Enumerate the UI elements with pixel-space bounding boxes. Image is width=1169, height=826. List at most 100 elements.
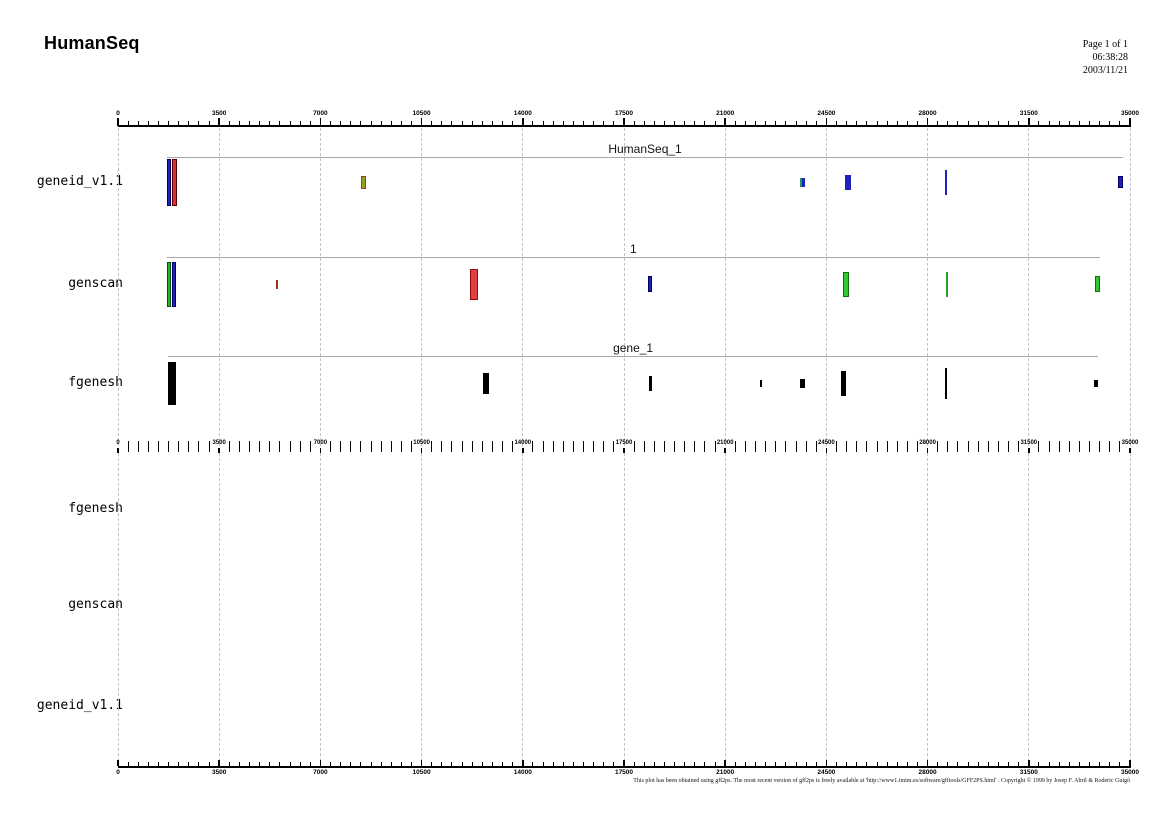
axis-tick-label: 21000 [716,769,735,776]
ruler-tick-label: 35000 [1121,440,1139,446]
ruler-minor-tick [259,441,261,452]
axis-minor-tick [856,121,858,125]
ruler-minor-tick [886,441,888,452]
ruler-minor-tick [1089,441,1091,452]
axis-minor-tick [552,762,554,766]
axis-minor-tick [572,121,574,125]
axis-minor-tick [279,121,281,125]
axis-minor-tick [1089,121,1091,125]
axis-minor-tick [471,121,473,125]
axis-tick-label: 17500 [614,769,634,776]
axis-minor-tick [795,762,797,766]
axis-minor-tick [390,762,392,766]
axis-minor-tick [633,762,635,766]
ruler-tick-label: 17500 [615,440,633,446]
axis-minor-tick [542,121,544,125]
feature-bar [647,276,652,292]
group-label: 1 [629,242,637,256]
axis-minor-tick [208,121,210,125]
axis-minor-tick [127,762,129,766]
ruler-major-tick [1028,448,1030,453]
axis-tick-label: 31500 [1019,769,1038,776]
axis-minor-tick [188,762,190,766]
axis-minor-tick [380,121,382,125]
axis-minor-tick [1089,762,1091,766]
axis-minor-tick [208,762,210,766]
axis-minor-tick [370,762,372,766]
axis-minor-tick [886,762,888,766]
axis-minor-tick [552,121,554,125]
axis-minor-tick [157,762,159,766]
top-axis-line [118,125,1131,127]
axis-minor-tick [309,121,311,125]
axis-minor-tick [1068,762,1070,766]
feature-bar [470,268,478,300]
axis-minor-tick [957,762,959,766]
axis-minor-tick [532,762,534,766]
axis-tick-label: 7000 [313,110,328,117]
grid-line [1028,128,1030,766]
axis-major-tick [117,118,119,126]
ruler-minor-tick [491,441,493,452]
axis-minor-tick [188,121,190,125]
axis-minor-tick [1119,762,1121,766]
ruler-minor-tick [340,441,342,452]
ruler-minor-tick [572,441,574,452]
axis-minor-tick [977,121,979,125]
ruler-minor-tick [289,441,291,452]
ruler-minor-tick [1058,441,1060,452]
axis-minor-tick [330,121,332,125]
axis-minor-tick [1119,121,1121,125]
axis-tick-label: 21000 [716,110,735,117]
ruler-minor-tick [603,441,605,452]
ruler-minor-tick [896,441,898,452]
axis-minor-tick [916,762,918,766]
axis-minor-tick [1048,762,1050,766]
axis-minor-tick [481,762,483,766]
axis-major-tick [420,760,423,766]
axis-tick-label: 28000 [918,110,937,117]
axis-minor-tick [684,762,686,766]
axis-minor-tick [846,762,848,766]
axis-minor-tick [238,121,240,125]
ruler-minor-tick [1119,441,1121,452]
ruler-minor-tick [330,441,332,452]
ruler-minor-tick [1099,441,1101,452]
axis-minor-tick [198,121,200,125]
axis-tick-label: 31500 [1019,110,1038,117]
axis-major-tick [1129,760,1131,766]
axis-minor-tick [431,121,433,125]
axis-minor-tick [238,762,240,766]
axis-minor-tick [330,762,332,766]
axis-minor-tick [694,121,696,125]
group-line [167,257,1100,258]
axis-major-tick [926,760,929,766]
axis-minor-tick [643,121,645,125]
ruler-minor-tick [178,441,180,452]
axis-minor-tick [481,121,483,125]
axis-minor-tick [734,121,736,125]
timestamp-date: 2003/11/21 [1082,65,1128,76]
axis-minor-tick [471,762,473,766]
feature-bar [167,158,172,206]
ruler-minor-tick [987,441,989,452]
axis-minor-tick [977,762,979,766]
ruler-tick-label: 14000 [514,440,532,446]
axis-minor-tick [846,121,848,125]
axis-minor-tick [987,121,989,125]
axis-minor-tick [390,121,392,125]
axis-minor-tick [896,121,898,125]
ruler-tick-label: 7000 [313,440,328,446]
axis-minor-tick [1008,762,1010,766]
axis-minor-tick [461,121,463,125]
axis-minor-tick [1099,762,1101,766]
axis-minor-tick [583,762,585,766]
axis-minor-tick [684,121,686,125]
grid-line [927,128,929,766]
axis-minor-tick [542,762,544,766]
feature-bar [945,367,947,399]
ruler-minor-tick [350,441,352,452]
axis-minor-tick [653,121,655,125]
axis-minor-tick [1078,762,1080,766]
ruler-major-tick [218,448,220,453]
